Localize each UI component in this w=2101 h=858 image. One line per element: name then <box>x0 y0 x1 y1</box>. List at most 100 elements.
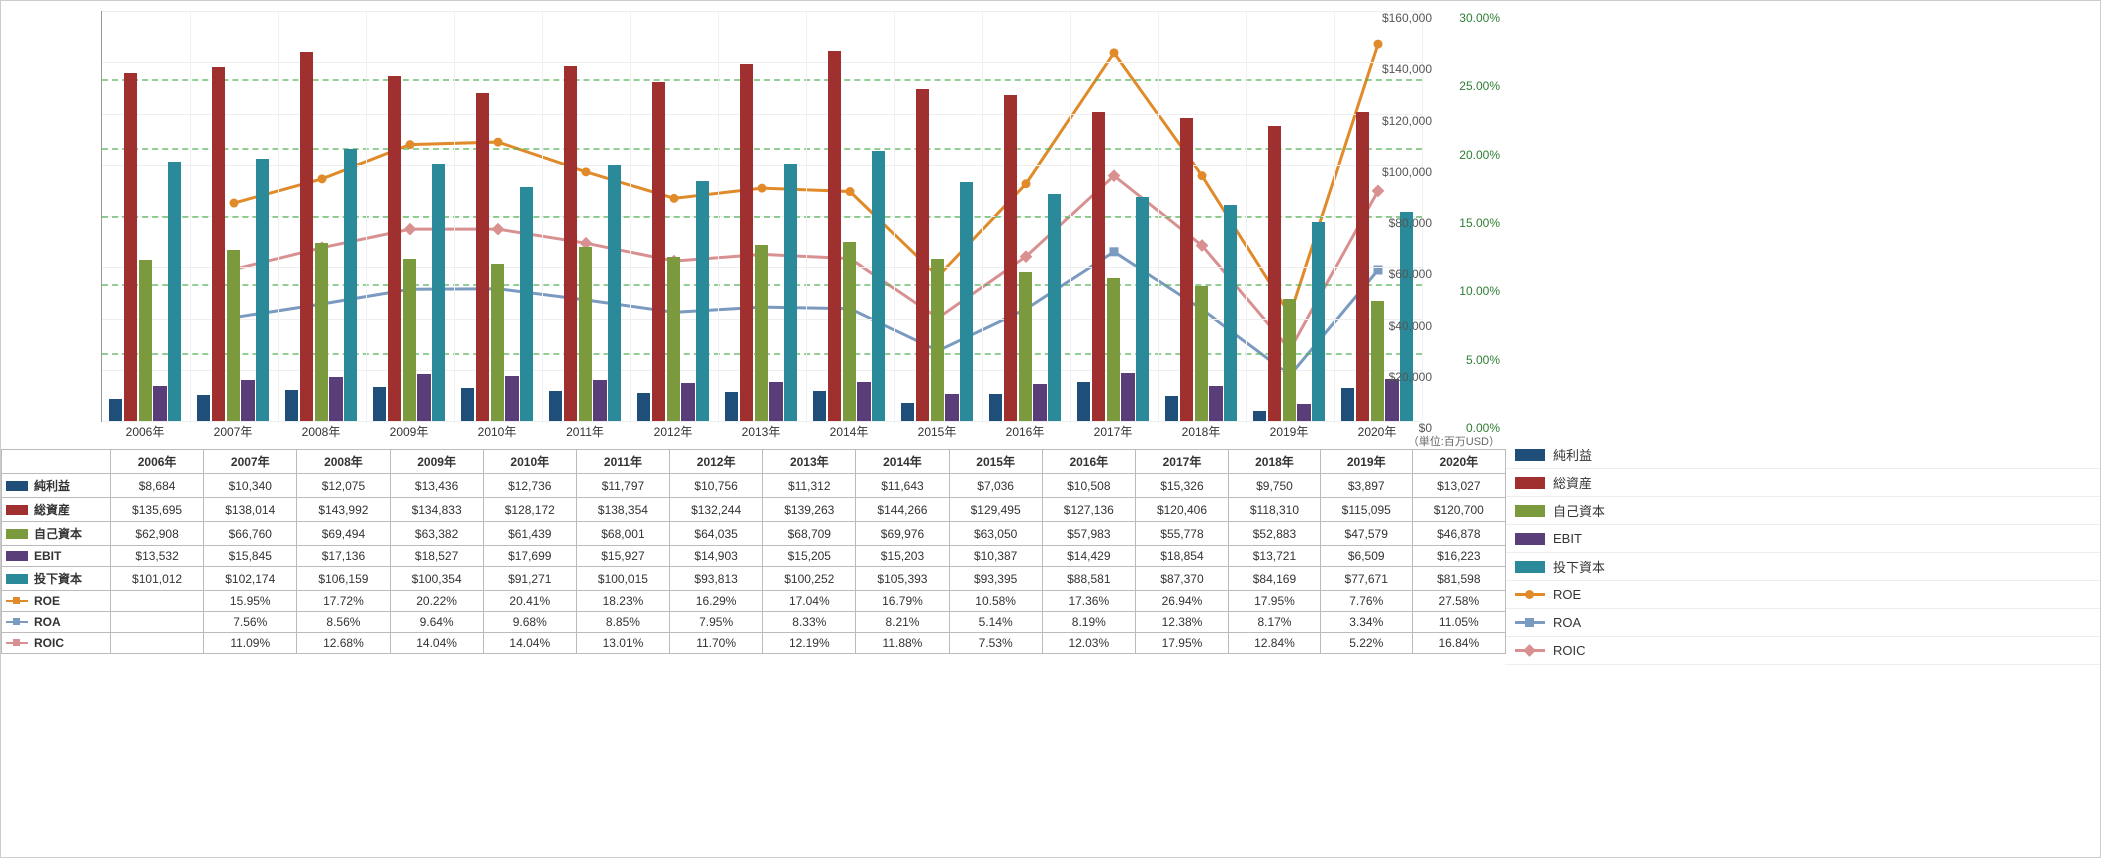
table-cell: $7,036 <box>949 474 1042 498</box>
bar-net_income <box>109 399 122 421</box>
x-axis-years: 2006年2007年2008年2009年2010年2011年2012年2013年… <box>101 423 1421 447</box>
bar-total_assets <box>740 64 753 421</box>
bar-ebit <box>681 383 694 421</box>
table-cell: $129,495 <box>949 498 1042 522</box>
table-col-header: 2019年 <box>1320 450 1412 474</box>
table-cell: 17.95% <box>1135 633 1228 654</box>
table-col-header: 2009年 <box>390 450 483 474</box>
table-cell: 14.04% <box>483 633 576 654</box>
table-cell: 16.84% <box>1412 633 1505 654</box>
bar-total_assets <box>212 67 225 421</box>
bar-net_income <box>637 393 650 421</box>
table-cell: $87,370 <box>1135 567 1228 591</box>
bar-net_income <box>549 391 562 421</box>
table-cell: $15,326 <box>1135 474 1228 498</box>
table-cell: $93,395 <box>949 567 1042 591</box>
table-cell: $3,897 <box>1320 474 1412 498</box>
table-cell: 8.19% <box>1042 612 1135 633</box>
x-label: 2016年 <box>981 423 1069 440</box>
bar-net_income <box>373 387 386 421</box>
table-cell: 7.76% <box>1320 591 1412 612</box>
table-cell: 9.64% <box>390 612 483 633</box>
table-cell: 15.95% <box>204 591 297 612</box>
bar-total_assets <box>564 66 577 421</box>
bar-total_assets <box>1268 126 1281 421</box>
bar-equity <box>1107 278 1120 421</box>
bar-invested_capital <box>1136 197 1149 421</box>
table-cell: $84,169 <box>1229 567 1321 591</box>
table-col-header: 2011年 <box>576 450 669 474</box>
table-row-header: 投下資本 <box>2 567 111 591</box>
x-label: 2019年 <box>1245 423 1333 440</box>
bar-total_assets <box>1004 95 1017 421</box>
bar-net_income <box>813 391 826 421</box>
legend-item-ebit: EBIT <box>1505 525 2100 553</box>
x-label: 2012年 <box>629 423 717 440</box>
table-cell: $10,756 <box>670 474 763 498</box>
table-cell: $118,310 <box>1229 498 1321 522</box>
table-cell: 14.04% <box>390 633 483 654</box>
table-cell <box>111 633 204 654</box>
table-cell: $62,908 <box>111 522 204 546</box>
table-cell: $120,406 <box>1135 498 1228 522</box>
table-cell: 13.01% <box>576 633 669 654</box>
table-cell: $88,581 <box>1042 567 1135 591</box>
table-cell: $132,244 <box>670 498 763 522</box>
bar-invested_capital <box>784 164 797 421</box>
bar-equity <box>1195 286 1208 422</box>
table-cell: $68,001 <box>576 522 669 546</box>
bar-net_income <box>461 388 474 421</box>
table-cell: $13,027 <box>1412 474 1505 498</box>
bar-equity <box>315 243 328 421</box>
bar-ebit <box>153 386 166 421</box>
bar-equity <box>1283 299 1296 421</box>
bar-total_assets <box>652 82 665 421</box>
bar-equity <box>667 257 680 421</box>
table-cell: $101,012 <box>111 567 204 591</box>
table-cell: $105,393 <box>856 567 949 591</box>
bar-total_assets <box>916 89 929 421</box>
bar-net_income <box>989 394 1002 421</box>
table-cell: $143,992 <box>297 498 390 522</box>
y2-axis-percent: 0.00%5.00%10.00%15.00%20.00%25.00%30.00% <box>1440 11 1500 421</box>
plot-area <box>101 11 1422 422</box>
table-row-header: ROIC <box>2 633 111 654</box>
table-col-header: 2017年 <box>1135 450 1228 474</box>
table-cell: $138,354 <box>576 498 669 522</box>
bar-invested_capital <box>432 164 445 421</box>
table-cell: $6,509 <box>1320 546 1412 567</box>
bar-ebit <box>241 380 254 421</box>
bar-equity <box>491 264 504 421</box>
data-table: 2006年2007年2008年2009年2010年2011年2012年2013年… <box>1 449 1506 654</box>
table-cell: $15,203 <box>856 546 949 567</box>
table-cell: $139,263 <box>763 498 856 522</box>
table-cell: $127,136 <box>1042 498 1135 522</box>
legend-item-roic: ROIC <box>1505 637 2100 665</box>
table-cell: 20.22% <box>390 591 483 612</box>
table-cell: $17,699 <box>483 546 576 567</box>
bar-invested_capital <box>344 149 357 421</box>
table-col-header: 2007年 <box>204 450 297 474</box>
table-cell: 3.34% <box>1320 612 1412 633</box>
table-cell: 11.05% <box>1412 612 1505 633</box>
bar-invested_capital <box>168 162 181 421</box>
bar-invested_capital <box>696 181 709 421</box>
bar-ebit <box>857 382 870 421</box>
table-cell: 8.33% <box>763 612 856 633</box>
table-col-header: 2016年 <box>1042 450 1135 474</box>
table-cell: $100,015 <box>576 567 669 591</box>
table-cell: 8.85% <box>576 612 669 633</box>
table-cell: $11,312 <box>763 474 856 498</box>
bar-net_income <box>285 390 298 421</box>
table-cell: $100,252 <box>763 567 856 591</box>
table-cell: $18,527 <box>390 546 483 567</box>
bar-equity <box>579 247 592 421</box>
legend-item-roe: ROE <box>1505 581 2100 609</box>
bar-invested_capital <box>960 182 973 421</box>
table-cell: 9.68% <box>483 612 576 633</box>
bar-equity <box>139 260 152 421</box>
table-cell: 7.56% <box>204 612 297 633</box>
table-cell: 16.29% <box>670 591 763 612</box>
table-col-header: 2014年 <box>856 450 949 474</box>
table-col-header: 2012年 <box>670 450 763 474</box>
